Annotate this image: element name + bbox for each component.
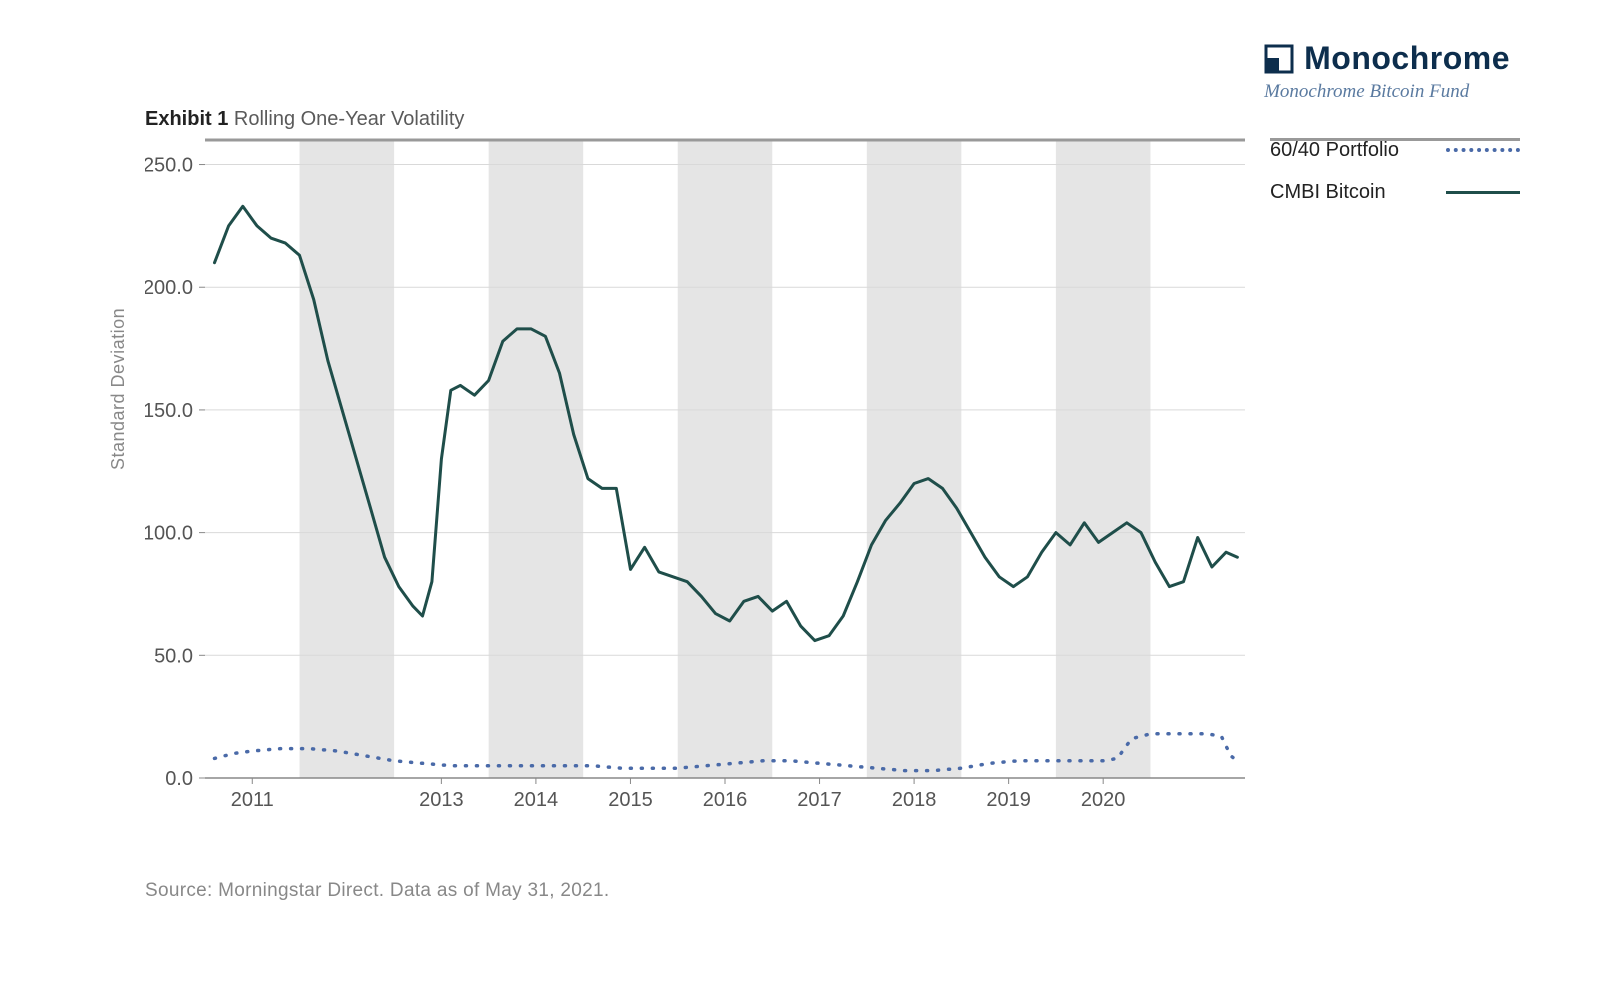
y-axis-label: Standard Deviation [108,308,129,470]
volatility-chart: 0.0 50.0 100.0 150.0 200.0 250.0 2011 2013 2014 2… [145,138,1255,816]
exhibit-title: Exhibit 1 Rolling One-Year Volatility [145,108,464,131]
brand-logo-icon [1264,44,1294,74]
svg-text:2018: 2018 [892,789,937,811]
legend-swatch-solid [1446,191,1520,194]
legend: 60/40 Portfolio CMBI Bitcoin [1270,136,1520,220]
svg-text:50.0: 50.0 [154,645,193,667]
svg-text:250.0: 250.0 [145,155,193,177]
legend-item-portfolio: 60/40 Portfolio [1270,136,1520,164]
svg-text:150.0: 150.0 [145,400,193,422]
legend-item-bitcoin: CMBI Bitcoin [1270,178,1520,206]
svg-text:0.0: 0.0 [165,768,193,790]
svg-text:2013: 2013 [419,789,464,811]
svg-text:2015: 2015 [608,789,653,811]
svg-text:2017: 2017 [797,789,842,811]
svg-text:2014: 2014 [514,789,559,811]
legend-swatch-dotted [1446,148,1520,152]
brand-sub: Monochrome Bitcoin Fund [1264,81,1510,103]
legend-label-bitcoin: CMBI Bitcoin [1270,181,1386,204]
svg-text:2016: 2016 [703,789,748,811]
brand-block: Monochrome Monochrome Bitcoin Fund [1264,40,1510,103]
svg-text:2011: 2011 [231,789,274,811]
source-text: Source: Morningstar Direct. Data as of M… [145,880,609,902]
page-root: Monochrome Monochrome Bitcoin Fund Exhib… [0,0,1600,1000]
chart-svg: 0.0 50.0 100.0 150.0 200.0 250.0 2011 2013 2014 2… [145,138,1255,816]
exhibit-prefix: Exhibit 1 [145,108,228,130]
svg-text:2020: 2020 [1081,789,1126,811]
legend-label-portfolio: 60/40 Portfolio [1270,139,1399,162]
svg-text:200.0: 200.0 [145,277,193,299]
svg-text:2019: 2019 [986,789,1031,811]
brand-top: Monochrome [1264,40,1510,77]
svg-text:100.0: 100.0 [145,523,193,545]
brand-name: Monochrome [1304,40,1510,77]
exhibit-text: Rolling One-Year Volatility [234,108,465,130]
